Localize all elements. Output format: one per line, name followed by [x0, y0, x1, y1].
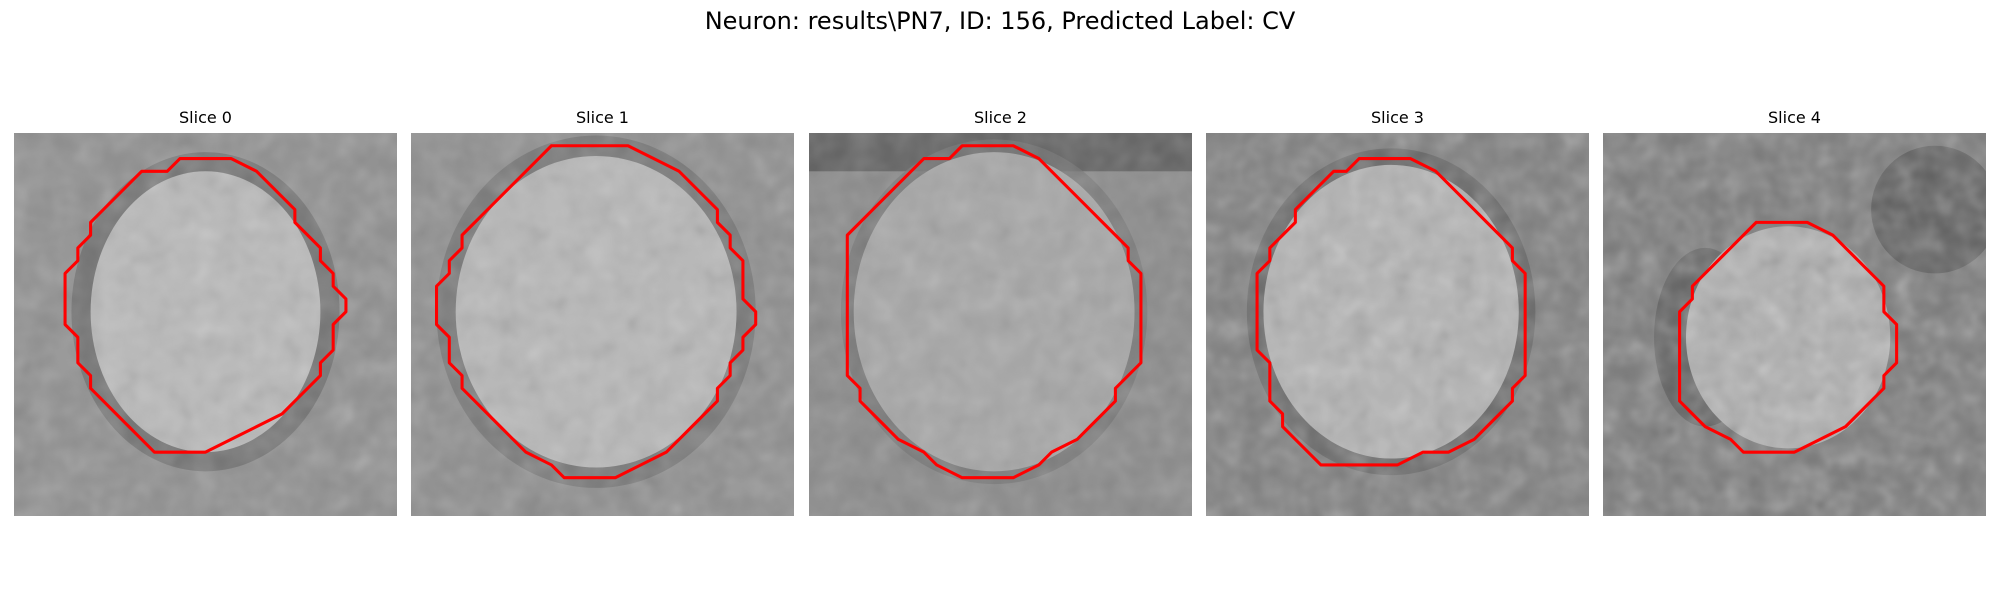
slice-title: Slice 1: [411, 108, 794, 127]
slice-title: Slice 0: [14, 108, 397, 127]
slice-image: [1603, 133, 1986, 516]
slice-panel-4: Slice 4: [1603, 0, 1986, 600]
slice-panel-2: Slice 2: [809, 0, 1192, 600]
slice-panel-1: Slice 1: [411, 0, 794, 600]
slice-panel-0: Slice 0: [14, 0, 397, 600]
slice-title: Slice 3: [1206, 108, 1589, 127]
slice-image: [411, 133, 794, 516]
slice-image: [14, 133, 397, 516]
slice-title: Slice 2: [809, 108, 1192, 127]
slice-title: Slice 4: [1603, 108, 1986, 127]
slice-image: [809, 133, 1192, 516]
slice-panel-3: Slice 3: [1206, 0, 1589, 600]
slice-image: [1206, 133, 1589, 516]
